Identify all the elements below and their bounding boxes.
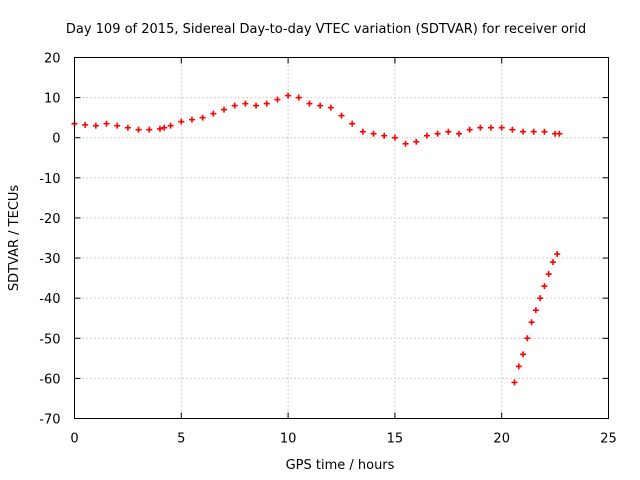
y-tick-label: -40 [39, 292, 60, 307]
data-point [541, 283, 548, 290]
data-point [263, 100, 270, 107]
data-point [528, 319, 535, 326]
data-point [178, 118, 185, 125]
data-point [349, 120, 356, 127]
data-point [402, 140, 409, 147]
data-point [82, 121, 89, 128]
data-point [317, 102, 324, 109]
data-point [92, 122, 99, 129]
data-point [498, 124, 505, 131]
y-tick-label: -30 [39, 252, 60, 267]
data-point [509, 126, 516, 133]
data-point [530, 128, 537, 135]
data-point [524, 335, 531, 342]
data-point [434, 130, 441, 137]
y-tick-label: -20 [39, 212, 60, 227]
data-point [161, 124, 168, 131]
data-point [413, 138, 420, 145]
data-point [210, 110, 217, 117]
data-point [520, 351, 527, 358]
y-tick-label: 0 [52, 132, 60, 147]
y-tick-label: -60 [39, 372, 60, 387]
data-point [135, 126, 142, 133]
data-point [545, 271, 552, 278]
data-point [103, 120, 110, 127]
data-point [253, 102, 260, 109]
x-tick-label: 0 [70, 432, 78, 447]
data-point [242, 100, 249, 107]
data-point [556, 130, 563, 137]
y-axis-label: SDTVAR / TECUs [7, 185, 22, 292]
data-point [549, 259, 556, 266]
data-point [274, 96, 281, 103]
data-point [199, 114, 206, 121]
data-point [477, 124, 484, 131]
data-point [285, 92, 292, 99]
grid-lines [74, 57, 609, 419]
x-axis-label: GPS time / hours [286, 458, 395, 473]
data-point [391, 134, 398, 141]
data-point [370, 130, 377, 137]
data-point [338, 112, 345, 119]
data-point [188, 116, 195, 123]
data-point [488, 124, 495, 131]
data-point [511, 379, 518, 386]
data-point [515, 363, 522, 370]
data-point [167, 122, 174, 129]
chart-title: Day 109 of 2015, Sidereal Day-to-day VTE… [66, 22, 586, 37]
tick-labels: 0 5 10 15 20 25 20 10 0 -10 -20 -30 -40 -50 -60 -70 [39, 52, 617, 447]
plot-frame [74, 57, 609, 419]
y-tick-label: -70 [39, 413, 60, 428]
x-tick-label: 5 [177, 432, 185, 447]
x-tick-label: 15 [387, 432, 404, 447]
data-point [124, 124, 131, 131]
x-tick-label: 20 [493, 432, 510, 447]
data-point [295, 94, 302, 101]
data-point [156, 125, 163, 132]
data-points [71, 92, 563, 386]
y-tick-label: 10 [44, 92, 61, 107]
data-point [554, 251, 561, 258]
x-tick-label: 10 [280, 432, 297, 447]
data-point [359, 128, 366, 135]
data-point [327, 104, 334, 111]
data-point [520, 128, 527, 135]
x-tick-label: 25 [600, 432, 617, 447]
data-point [445, 128, 452, 135]
data-point [146, 126, 153, 133]
data-point [423, 132, 430, 139]
y-tick-label: -10 [39, 172, 60, 187]
y-tick-label: -50 [39, 332, 60, 347]
data-point [306, 100, 313, 107]
data-point [221, 106, 228, 113]
data-point [381, 132, 388, 139]
data-point [231, 102, 238, 109]
data-point [455, 130, 462, 137]
data-point [541, 128, 548, 135]
data-point [532, 307, 539, 314]
data-point [114, 122, 121, 129]
y-tick-label: 20 [44, 52, 61, 67]
data-point [537, 295, 544, 302]
data-point [466, 126, 473, 133]
